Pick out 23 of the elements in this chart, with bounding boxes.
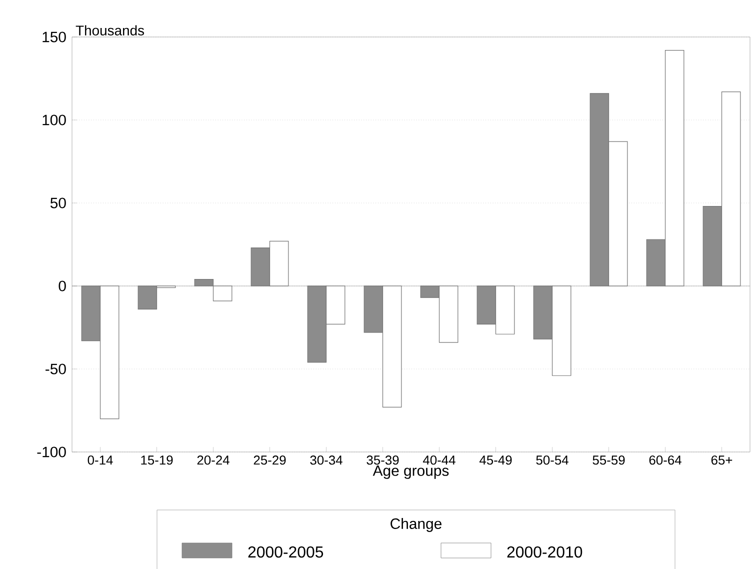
- y-axis-title: Thousands: [76, 25, 144, 36]
- x-tick-label: 35-39: [366, 456, 399, 465]
- x-axis-title: Age groups: [372, 466, 449, 479]
- legend-label: 2000-2010: [507, 546, 582, 558]
- x-tick-label: 55-59: [592, 456, 625, 465]
- y-tick-label: 0: [58, 280, 66, 292]
- y-tick-label: 100: [42, 114, 66, 126]
- x-tick-label: 20-24: [197, 456, 230, 465]
- legend-label: 2000-2005: [248, 546, 324, 558]
- y-tick-label: 150: [42, 32, 66, 42]
- x-tick-label: 25-29: [254, 456, 286, 465]
- x-tick-label: 60-64: [649, 456, 682, 465]
- y-tick-label: 50: [50, 198, 66, 208]
- legend-title: Change: [390, 518, 442, 532]
- x-tick-label: 15-19: [141, 456, 173, 465]
- y-tick-label: -50: [46, 364, 66, 374]
- x-tick-label: 0-14: [88, 456, 113, 465]
- x-tick-label: 50-54: [536, 456, 568, 465]
- x-tick-label: 45-49: [479, 456, 512, 465]
- y-tick-label: -100: [37, 446, 66, 458]
- x-tick-label: 40-44: [422, 456, 456, 465]
- x-tick-label: 30-34: [310, 456, 342, 465]
- x-tick-label: 65+: [711, 456, 732, 465]
